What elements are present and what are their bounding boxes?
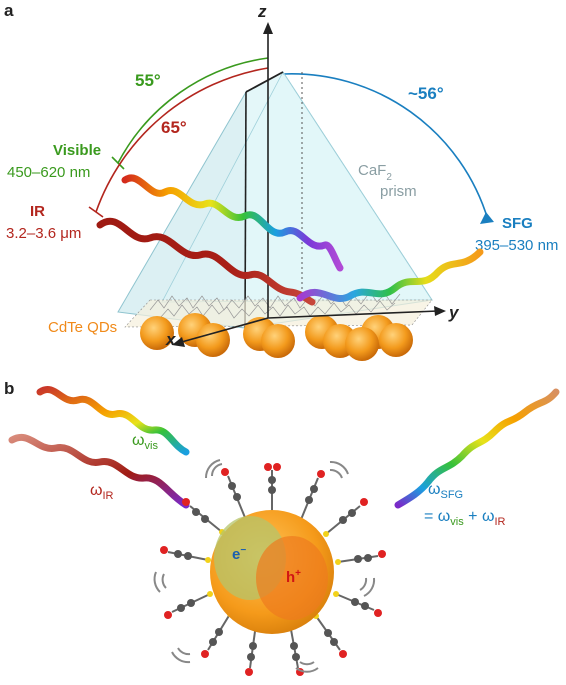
axis-label-x: x (165, 330, 177, 349)
ir-range: 3.2–3.6 μm (6, 225, 81, 242)
sfg-title: SFG (502, 215, 533, 232)
ir-angle-arc (95, 67, 269, 213)
visible-beam-b (36, 386, 190, 456)
ligand-layer (149, 291, 401, 319)
y-axis-arrow (434, 306, 446, 316)
prism-ridge (245, 71, 284, 93)
y-axis (267, 310, 439, 319)
axis-label-y: y (448, 303, 460, 322)
sfg-beam-b (394, 388, 560, 509)
hole-label: h+ (286, 568, 301, 586)
hole-region (256, 536, 328, 620)
ir-beam (96, 217, 316, 306)
x-axis-arrow (172, 337, 185, 347)
panel-b-label: b (4, 379, 14, 398)
angle-ir: 65° (161, 118, 187, 137)
visible-title: Visible (53, 142, 101, 159)
cdte-qd-array (140, 313, 413, 361)
omega-sfg-label: ωSFG (428, 481, 463, 501)
qd-label: CdTe QDs (48, 319, 117, 336)
angle-visible: 55° (135, 71, 161, 90)
axis-label-z: z (257, 2, 267, 21)
visible-arc-tick (111, 156, 125, 170)
sfg-equation: = ωvis + ωIR (424, 508, 506, 528)
ir-title: IR (30, 203, 45, 220)
prism-front-edge (244, 91, 247, 329)
ir-arc-tick (88, 206, 104, 218)
panel-a-label: a (4, 1, 14, 20)
z-axis-arrow (263, 22, 273, 34)
angle-sfg: ~56° (408, 84, 444, 103)
sfg-angle-arc (282, 73, 489, 221)
sfg-range: 395–530 nm (475, 237, 558, 254)
visible-beam (121, 174, 344, 272)
omega-vis-label: ωvis (132, 432, 158, 452)
visible-range: 450–620 nm (7, 164, 90, 181)
omega-ir-label: ωIR (90, 482, 114, 502)
sfg-arc-arrowhead (480, 212, 494, 224)
sfg-beam (296, 248, 484, 302)
vibration-marks (153, 459, 376, 673)
electron-label: e− (232, 545, 246, 563)
prism-label-line2: prism (380, 183, 417, 200)
prism-label-line1: CaF2 (358, 162, 392, 183)
x-axis (177, 317, 269, 344)
ir-beam-b (8, 434, 190, 509)
visible-angle-arc (117, 57, 269, 164)
